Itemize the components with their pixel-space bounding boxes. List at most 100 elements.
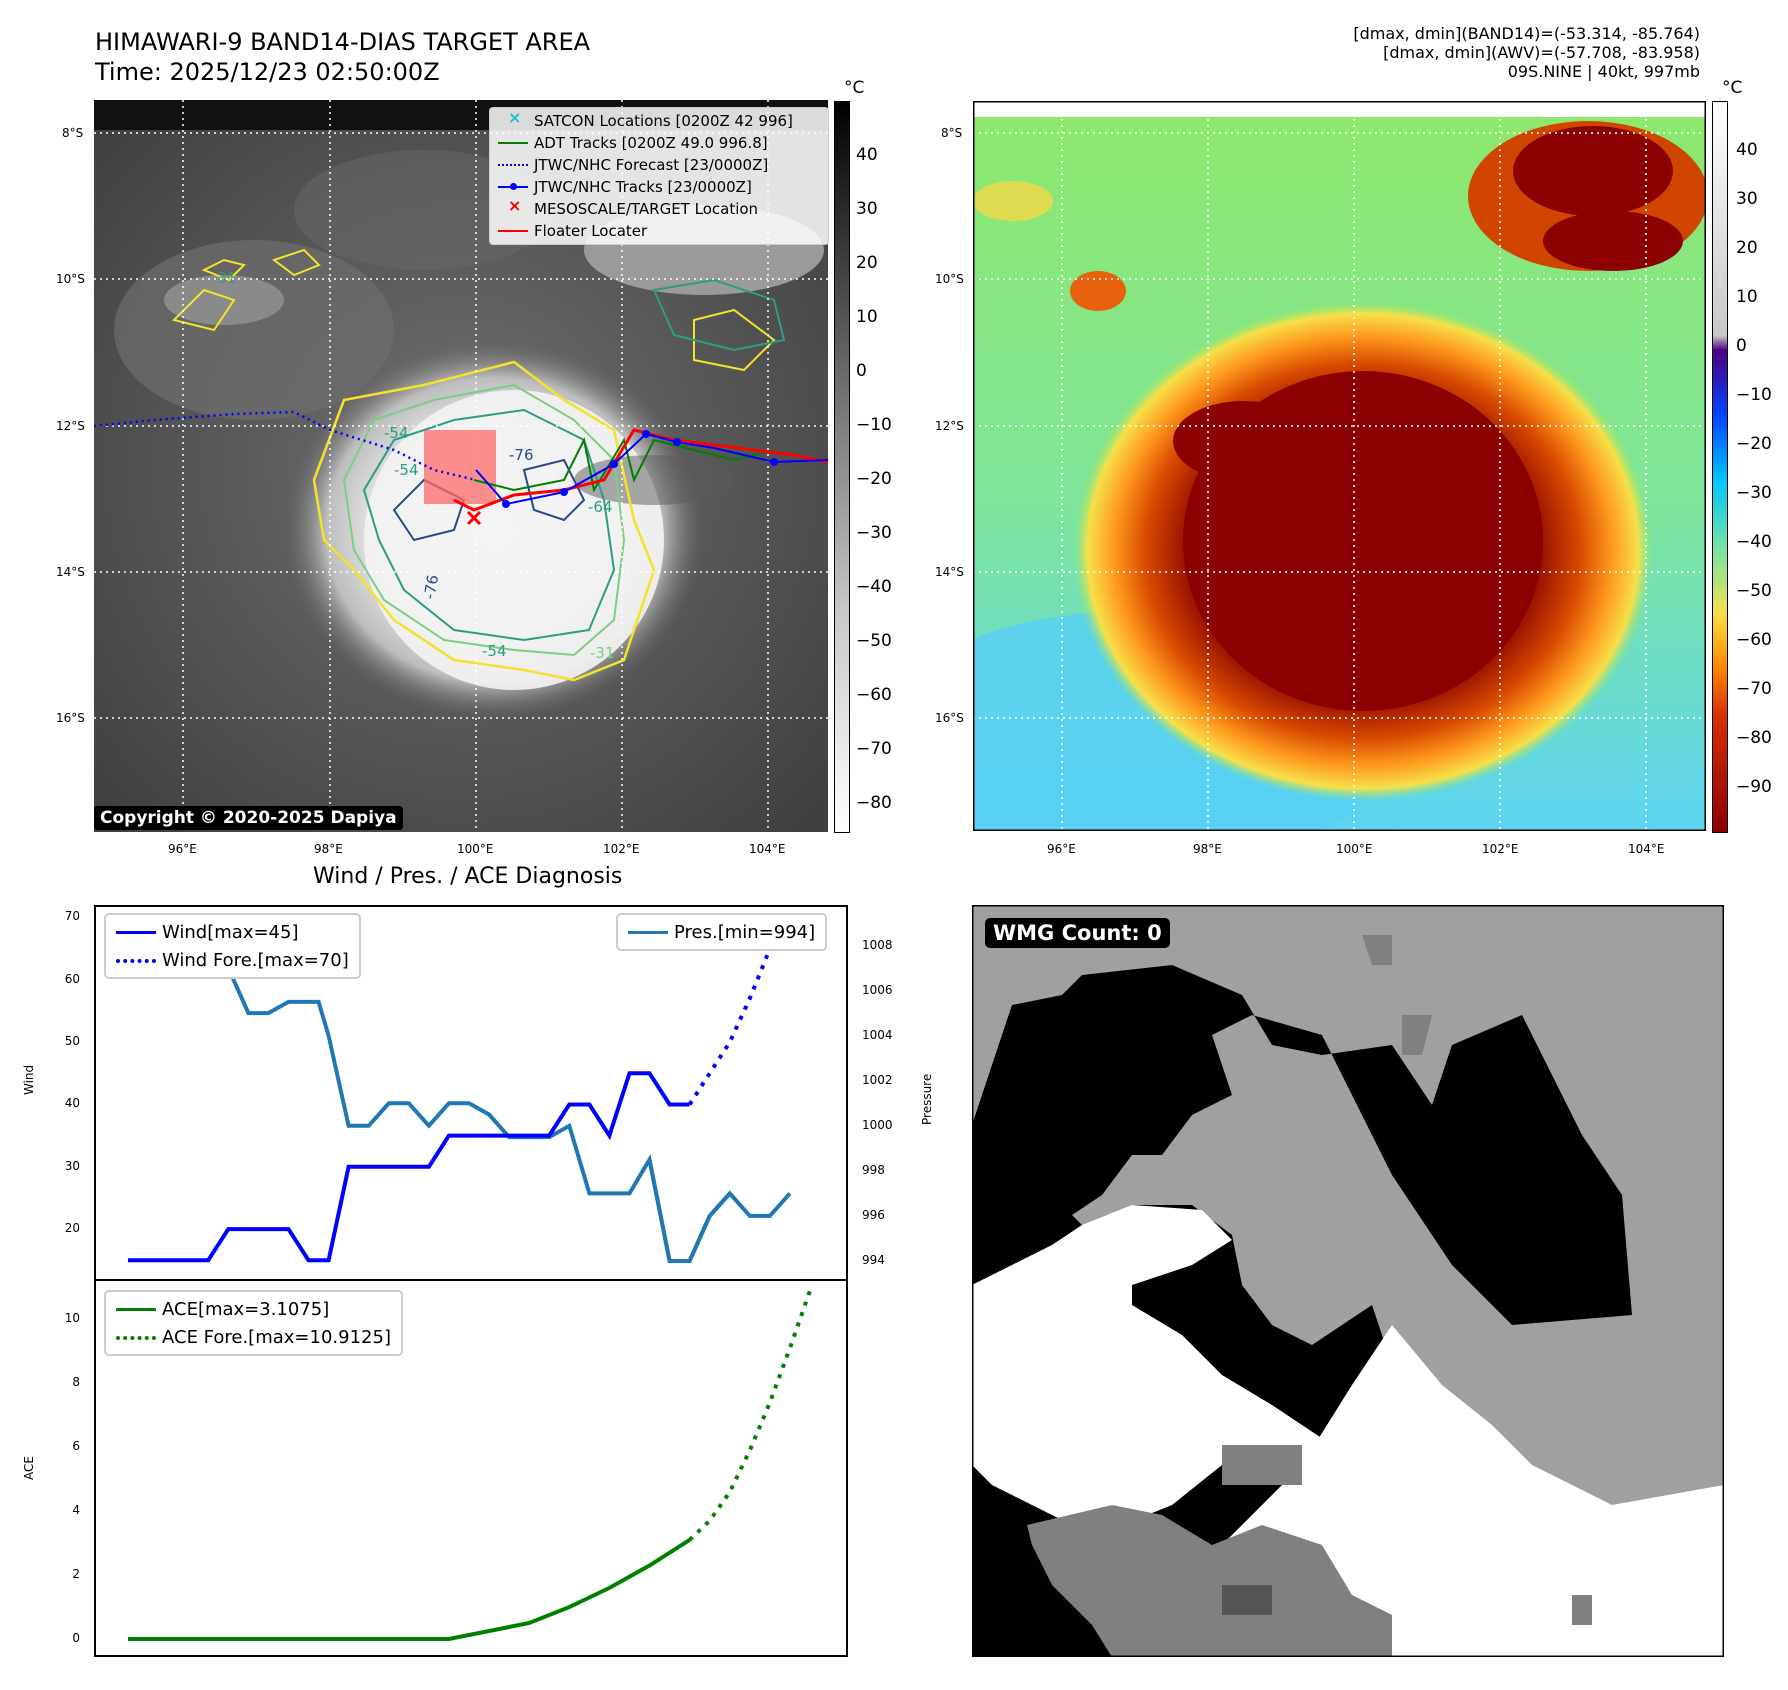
lat-label: 12°S: [56, 419, 85, 433]
gray-colorbar: [834, 101, 850, 833]
lat-label: 8°S: [62, 126, 84, 140]
map-legend: × SATCON Locations [0200Z 42 996] ADT Tra…: [489, 107, 829, 245]
colorbar-tick-label: −70: [1736, 679, 1772, 699]
pressure-tick-label: 1006: [862, 982, 893, 997]
colorbar-tick-label: 20: [856, 253, 878, 273]
pressure-axis-label: Pressure: [920, 1073, 934, 1125]
colorbar-tick-label: −60: [1736, 630, 1772, 650]
legend-floater: Floater Locater: [494, 220, 824, 242]
contour-label: -54: [482, 642, 507, 660]
legend-ace: ACE[max=3.1075]: [110, 1295, 397, 1323]
floater-track: [453, 428, 828, 512]
line-icon: [622, 918, 674, 946]
wind-tick-label: 50: [64, 1034, 80, 1049]
legend-ace-forecast: ACE Fore.[max=10.9125]: [110, 1323, 397, 1351]
contour-label: -76: [420, 573, 442, 600]
colorbar-tick-label: 40: [856, 145, 878, 165]
colorbar-tick-label: −70: [856, 739, 892, 759]
colorbar-tick-label: −10: [1736, 385, 1772, 405]
lat-label: 16°S: [935, 711, 964, 725]
line-icon: [110, 918, 162, 946]
contour-label: -54: [394, 461, 419, 479]
lat-label: 8°S: [941, 126, 963, 140]
colorbar-tick-label: −20: [1736, 434, 1772, 454]
chart-time: Time: 2025/12/23 02:50:00Z: [95, 58, 440, 86]
dotted-line-icon: [494, 154, 534, 176]
copyright-badge: Copyright © 2020-2025 Dapiya: [94, 806, 403, 830]
info-awv: [dmax, dmin](AWV)=(-57.708, -83.958): [1383, 43, 1700, 62]
wind-tick-label: 60: [64, 971, 80, 986]
pressure-tick-label: 996: [862, 1207, 885, 1222]
pressure-tick-label: 1000: [862, 1117, 893, 1132]
colorbar-tick-label: 20: [1736, 238, 1758, 258]
lat-label: 10°S: [56, 272, 85, 286]
colorbar-tick-label: −90: [1736, 777, 1772, 797]
lon-label: 100°E: [457, 842, 494, 856]
lat-label: 10°S: [935, 272, 964, 286]
contour-label: -64: [588, 498, 613, 516]
line-icon: [494, 220, 534, 242]
legend-pressure: Pres.[min=994]: [622, 918, 821, 946]
lon-label: 100°E: [1336, 842, 1373, 856]
legend-target: × MESOSCALE/TARGET Location: [494, 196, 824, 220]
colorbar-tick-label: −20: [856, 469, 892, 489]
line-icon: [110, 1295, 162, 1323]
lon-label: 102°E: [1482, 842, 1519, 856]
colorbar-tick-label: 0: [1736, 336, 1747, 356]
lat-label: 12°S: [935, 419, 964, 433]
lon-label: 96°E: [1047, 842, 1076, 856]
dotted-line-icon: [110, 1323, 162, 1351]
forecast-track: [94, 410, 477, 482]
ace-tick-label: 0: [72, 1631, 80, 1646]
contour-label: -31: [590, 644, 615, 662]
colorbar-tick-label: −50: [1736, 581, 1772, 601]
colorbar-tick-label: −10: [856, 415, 892, 435]
lon-label: 98°E: [314, 842, 343, 856]
lon-label: 96°E: [168, 842, 197, 856]
ir-color-map: [973, 101, 1706, 831]
ace-tick-label: 6: [72, 1439, 80, 1454]
contour-label: -76: [509, 446, 534, 464]
ace-tick-label: 2: [72, 1567, 80, 1582]
contour-label: -54: [384, 424, 409, 442]
colorbar-tick-label: 10: [1736, 287, 1758, 307]
dotted-line-icon: [110, 946, 162, 974]
info-storm: 09S.NINE | 40kt, 997mb: [1507, 62, 1700, 81]
pressure-tick-label: 994: [862, 1252, 885, 1267]
pressure-tick-label: 1008: [862, 937, 893, 952]
wmg-map: [972, 905, 1724, 1657]
info-band14: [dmax, dmin](BAND14)=(-53.314, -85.764): [1353, 24, 1700, 43]
chart-title: HIMAWARI-9 BAND14-DIAS TARGET AREA: [95, 28, 591, 56]
colorbar-tick-label: −80: [1736, 728, 1772, 748]
legend-wind-forecast: Wind Fore.[max=70]: [110, 946, 355, 974]
ace-tick-label: 10: [64, 1311, 80, 1326]
x-marker-icon: ×: [508, 108, 522, 127]
colorbar-tick-label: −40: [856, 577, 892, 597]
colorbar-tick-label: 10: [856, 307, 878, 327]
colorbar-tick-label: 0: [856, 361, 867, 381]
colorbar-tick-label: −30: [1736, 483, 1772, 503]
wmg-count-badge: WMG Count: 0: [985, 918, 1170, 948]
x-marker-icon: ×: [508, 196, 522, 215]
wind-tick-label: 20: [64, 1221, 80, 1236]
diagnosis-title: Wind / Pres. / ACE Diagnosis: [313, 864, 623, 889]
lon-label: 104°E: [1628, 842, 1665, 856]
ace-axis-label: ACE: [22, 1456, 36, 1480]
ace-tick-label: 8: [72, 1375, 80, 1390]
colorbar-tick-label: −30: [856, 523, 892, 543]
legend-adt: ADT Tracks [0200Z 49.0 996.8]: [494, 132, 824, 154]
ace-plot: [94, 1279, 848, 1657]
wind-legend: Wind[max=45] Wind Fore.[max=70]: [104, 913, 361, 979]
colorbar-unit: °C: [1722, 78, 1743, 98]
colorbar-tick-label: 40: [1736, 140, 1758, 160]
legend-forecast: JTWC/NHC Forecast [23/0000Z]: [494, 154, 824, 176]
color-colorbar: [1712, 101, 1728, 833]
wind-tick-label: 40: [64, 1096, 80, 1111]
colorbar-unit: °C: [844, 78, 865, 98]
lat-label: 16°S: [56, 711, 85, 725]
legend-wind: Wind[max=45]: [110, 918, 355, 946]
lat-label: 14°S: [935, 565, 964, 579]
colorbar-tick-label: −80: [856, 793, 892, 813]
colorbar-tick-label: 30: [856, 199, 878, 219]
wind-tick-label: 70: [64, 909, 80, 924]
